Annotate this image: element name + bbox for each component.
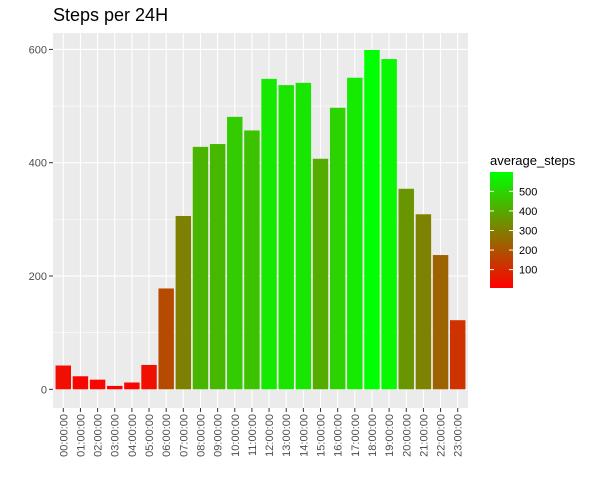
x-tick-label: 03:00:00 (110, 414, 122, 457)
bar (329, 107, 346, 390)
bar (295, 82, 312, 390)
bar (209, 144, 226, 390)
x-tick-label: 16:00:00 (333, 414, 345, 457)
x-tick-label: 13:00:00 (281, 414, 293, 457)
x-tick-label: 08:00:00 (195, 414, 207, 457)
x-tick-label: 07:00:00 (178, 414, 190, 457)
bar (381, 59, 397, 390)
legend-label: 100 (519, 265, 537, 277)
x-tick-label: 21:00:00 (418, 414, 430, 457)
x-tick-label: 17:00:00 (350, 414, 362, 457)
x-tick-label: 15:00:00 (316, 414, 328, 457)
x-axis: 00:00:00 01:00:00 02:00:00 03:00:00 04:00:00… (58, 408, 465, 457)
bar (278, 85, 294, 390)
x-tick-label: 05:00:00 (144, 414, 156, 457)
x-tick-label: 02:00:00 (93, 414, 105, 457)
x-tick-label: 18:00:00 (367, 414, 379, 457)
bar (124, 382, 140, 390)
chart-title: Steps per 24H (53, 5, 168, 25)
y-axis: 0 200 400 600 (29, 44, 53, 396)
x-tick-label: 12:00:00 (264, 414, 276, 457)
bar (141, 364, 157, 390)
x-tick-label: 09:00:00 (213, 414, 225, 457)
bars (55, 49, 466, 390)
x-tick-label: 20:00:00 (401, 414, 413, 457)
legend: average_steps 100 200 300 400 500 (490, 153, 576, 288)
bar (312, 158, 329, 390)
y-tick-label: 200 (29, 271, 47, 283)
bar (449, 320, 466, 390)
bar (89, 379, 106, 390)
y-tick-label: 0 (41, 384, 47, 396)
legend-label: 300 (519, 225, 537, 237)
x-tick-label: 14:00:00 (298, 414, 310, 457)
bar (364, 49, 380, 390)
legend-label: 200 (519, 245, 537, 257)
bar (72, 376, 89, 390)
legend-label: 400 (519, 206, 537, 218)
x-tick-label: 22:00:00 (436, 414, 448, 457)
x-tick-label: 00:00:00 (58, 414, 70, 457)
bar (192, 146, 209, 390)
x-tick-label: 10:00:00 (230, 414, 242, 457)
x-tick-label: 01:00:00 (75, 414, 87, 457)
bar (175, 215, 192, 390)
bar (261, 78, 277, 390)
bar (158, 288, 174, 390)
y-tick-label: 600 (29, 44, 47, 56)
legend-label: 500 (519, 186, 537, 198)
bar (432, 255, 449, 390)
legend-title: average_steps (490, 153, 576, 168)
legend-colorbar (490, 172, 513, 288)
x-tick-label: 06:00:00 (161, 414, 173, 457)
bar (107, 385, 123, 390)
bar (398, 188, 414, 390)
bar (227, 116, 243, 390)
bar (415, 214, 432, 390)
x-tick-label: 23:00:00 (453, 414, 465, 457)
x-tick-label: 04:00:00 (127, 414, 139, 457)
bar (244, 130, 260, 390)
bar (55, 365, 72, 390)
legend-ticks: 100 200 300 400 500 (490, 186, 537, 277)
x-tick-label: 11:00:00 (247, 414, 259, 456)
x-tick-label: 19:00:00 (384, 414, 396, 457)
y-tick-label: 400 (29, 158, 47, 170)
bar (347, 77, 363, 390)
